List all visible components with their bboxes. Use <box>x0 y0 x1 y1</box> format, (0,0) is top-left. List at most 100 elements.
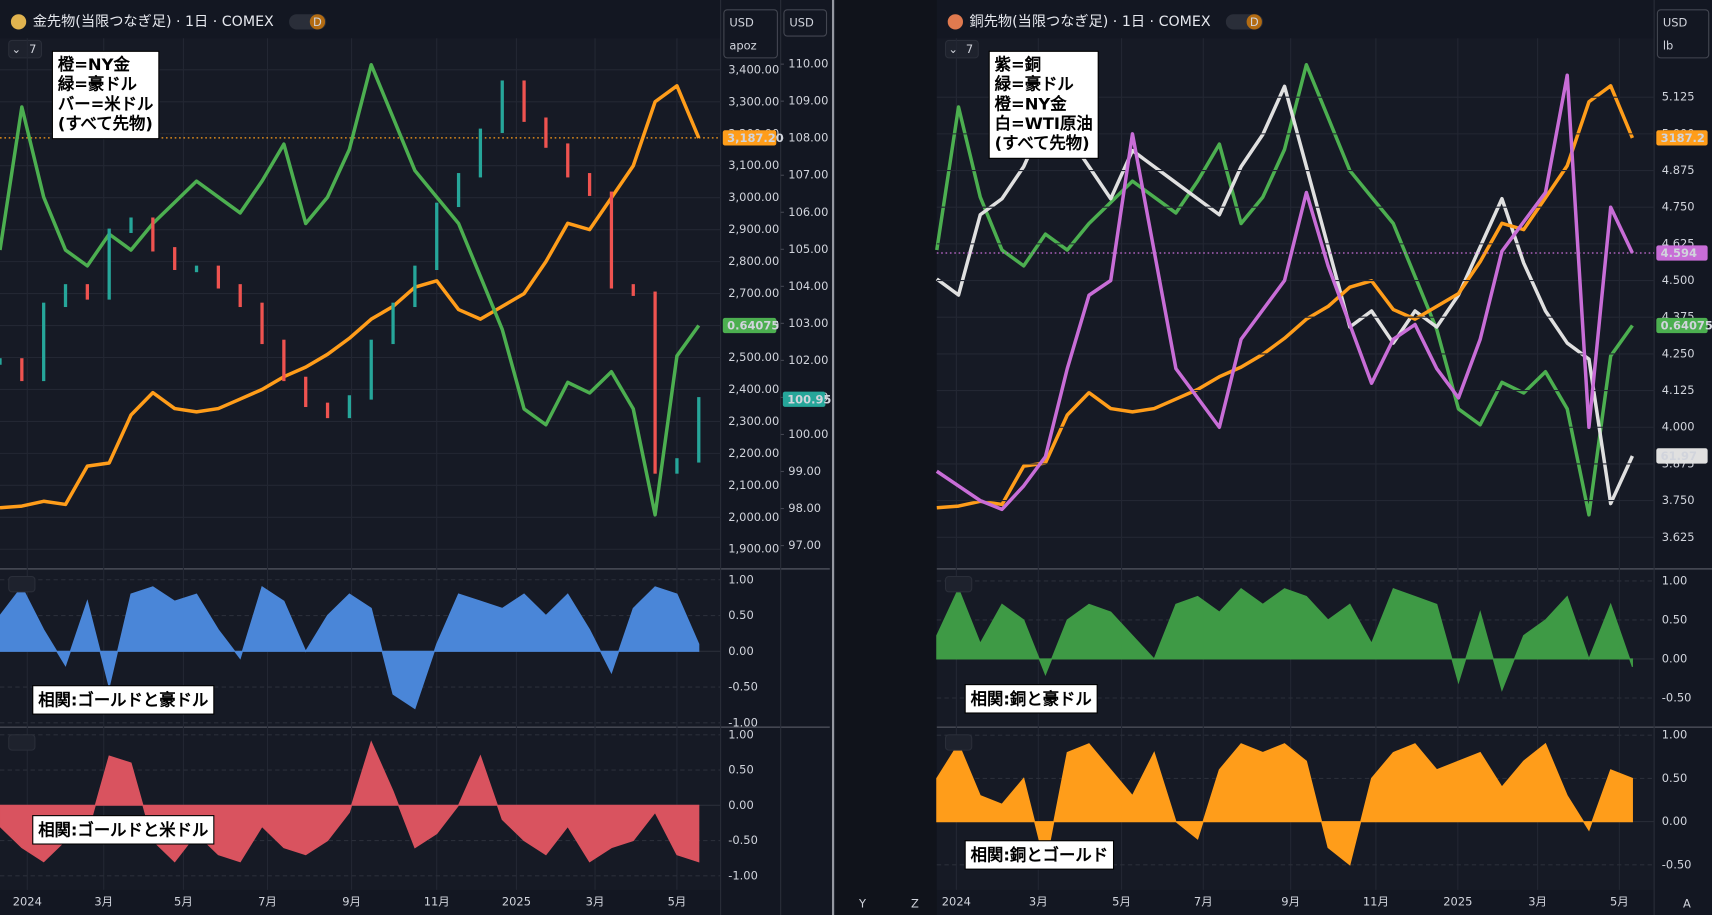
price-bar <box>304 376 308 408</box>
price-bar <box>107 228 111 300</box>
pane-tick-label: 0.00 <box>728 798 754 812</box>
legend-line: バー=米ドル <box>58 94 154 113</box>
y-tick-label: 2,800.00 <box>728 254 779 268</box>
pane-tick-label: 0.50 <box>1662 771 1688 785</box>
x-tick-label: 11月 <box>1363 894 1389 908</box>
x-tick-label: 5月 <box>174 894 193 908</box>
price-bar <box>587 173 592 196</box>
symbol-icon <box>10 14 27 30</box>
x-tick-label: 5月 <box>1610 894 1629 908</box>
unit-box <box>783 9 828 37</box>
pane-label: 相関:ゴールドと米ドル <box>38 820 208 839</box>
legend-line: 橙=NY金 <box>58 55 131 74</box>
price-bar <box>63 284 68 308</box>
price-bar <box>0 358 2 365</box>
pane-tick-label: 0.00 <box>728 644 754 658</box>
legend-line: 紫=銅 <box>995 55 1041 74</box>
interval-button <box>944 39 979 59</box>
y-tick-label: 107.00 <box>788 168 828 182</box>
y-tick-label: 108.00 <box>788 131 828 145</box>
interval-button <box>8 39 43 59</box>
last-price-box <box>1656 130 1708 146</box>
badge: D <box>313 15 322 29</box>
price-bar <box>544 117 548 148</box>
pane-label: 相関:ゴールドと豪ドル <box>38 690 208 709</box>
pane-tick-label: -1.00 <box>728 868 758 882</box>
y-tick-label: 4.250 <box>1662 346 1695 360</box>
price-bar <box>500 80 504 133</box>
symbol-icon <box>947 14 963 30</box>
price-bar <box>369 339 373 400</box>
y-tick-label: 97.00 <box>788 538 821 552</box>
y-tick-label: 2,200.00 <box>728 446 779 460</box>
series-line <box>935 63 1634 517</box>
unit-box <box>1656 9 1710 59</box>
badge-circle <box>1246 14 1262 30</box>
pane-tick-label: -0.50 <box>728 680 758 694</box>
x-tick-label: 3月 <box>1029 894 1048 908</box>
last-price-box <box>1656 317 1708 334</box>
scale-button: Y <box>858 897 867 911</box>
pane-label-box <box>32 685 215 715</box>
pane-collapse <box>8 575 36 593</box>
x-tick-label: 7月 <box>258 894 277 908</box>
pane-collapse <box>8 734 36 751</box>
interval-count: 7 <box>29 42 36 56</box>
last-price-label: 0.64075 <box>727 319 779 333</box>
y-tick-label: 2,000.00 <box>728 510 779 524</box>
pane-tick-label: 0.00 <box>1662 651 1688 665</box>
last-price-box <box>782 391 826 407</box>
unit-box <box>723 9 778 59</box>
price-bar <box>631 284 635 296</box>
x-tick-label: 3月 <box>1528 894 1547 908</box>
y-tick-label: 2,500.00 <box>728 350 779 364</box>
left-strip <box>835 0 937 915</box>
last-price-box <box>1656 245 1708 261</box>
price-bar <box>20 358 24 382</box>
y-tick-label: 3.625 <box>1662 530 1695 544</box>
last-price-label: 4.594 <box>1661 246 1697 260</box>
correlation-area <box>936 587 1633 692</box>
price-bar <box>194 265 199 273</box>
x-tick-label: 2025 <box>1443 894 1472 908</box>
price-bar <box>151 217 155 252</box>
pane-tick-label: -0.50 <box>1662 690 1692 704</box>
price-bar <box>413 265 417 308</box>
price-bar <box>456 173 461 208</box>
price-bar <box>675 458 679 474</box>
x-tick-label: 3月 <box>94 894 113 908</box>
badge: D <box>1250 15 1259 29</box>
chevron: ⌄ <box>12 42 22 56</box>
last-price-label: 61.97 <box>1661 449 1697 463</box>
y-tick-label: 2,300.00 <box>728 414 779 428</box>
last-price-box <box>1656 448 1708 464</box>
legend-line: 緑=豪ドル <box>995 75 1074 94</box>
series-line <box>936 84 1635 510</box>
price-bar <box>42 302 46 382</box>
price-bar <box>325 402 330 419</box>
y-tick-label: 1,900.00 <box>728 542 779 556</box>
y-tick-label: 4.875 <box>1662 163 1695 177</box>
pane-tick-label: 1.00 <box>728 727 754 741</box>
x-tick-label: 2025 <box>502 894 531 908</box>
last-price-label: 3,187.20 <box>727 131 784 145</box>
price-bar <box>653 291 657 474</box>
pane-label: 相関:銅とゴールド <box>971 846 1108 865</box>
y-tick-label: 109.00 <box>788 94 828 108</box>
y-tick-label: 4.750 <box>1662 200 1695 214</box>
y-tick-label: 4.125 <box>1662 383 1695 397</box>
chart-title: 銅先物(当限つなぎ足) · 1日 · COMEX <box>970 14 1211 30</box>
last-price-box <box>722 130 777 146</box>
y-tick-label: 102.00 <box>788 353 828 367</box>
y-tick-label: 2,100.00 <box>728 478 779 492</box>
interval-count: 7 <box>966 42 973 56</box>
price-bar <box>260 302 264 345</box>
price-bar <box>282 339 286 382</box>
price-bar <box>216 265 221 289</box>
price-bar <box>85 284 89 300</box>
pane-tick-label: 1.00 <box>1662 728 1688 742</box>
x-tick-label: 5月 <box>668 894 687 908</box>
last-price-box <box>722 317 777 334</box>
y-tick-label: 103.00 <box>788 316 828 330</box>
